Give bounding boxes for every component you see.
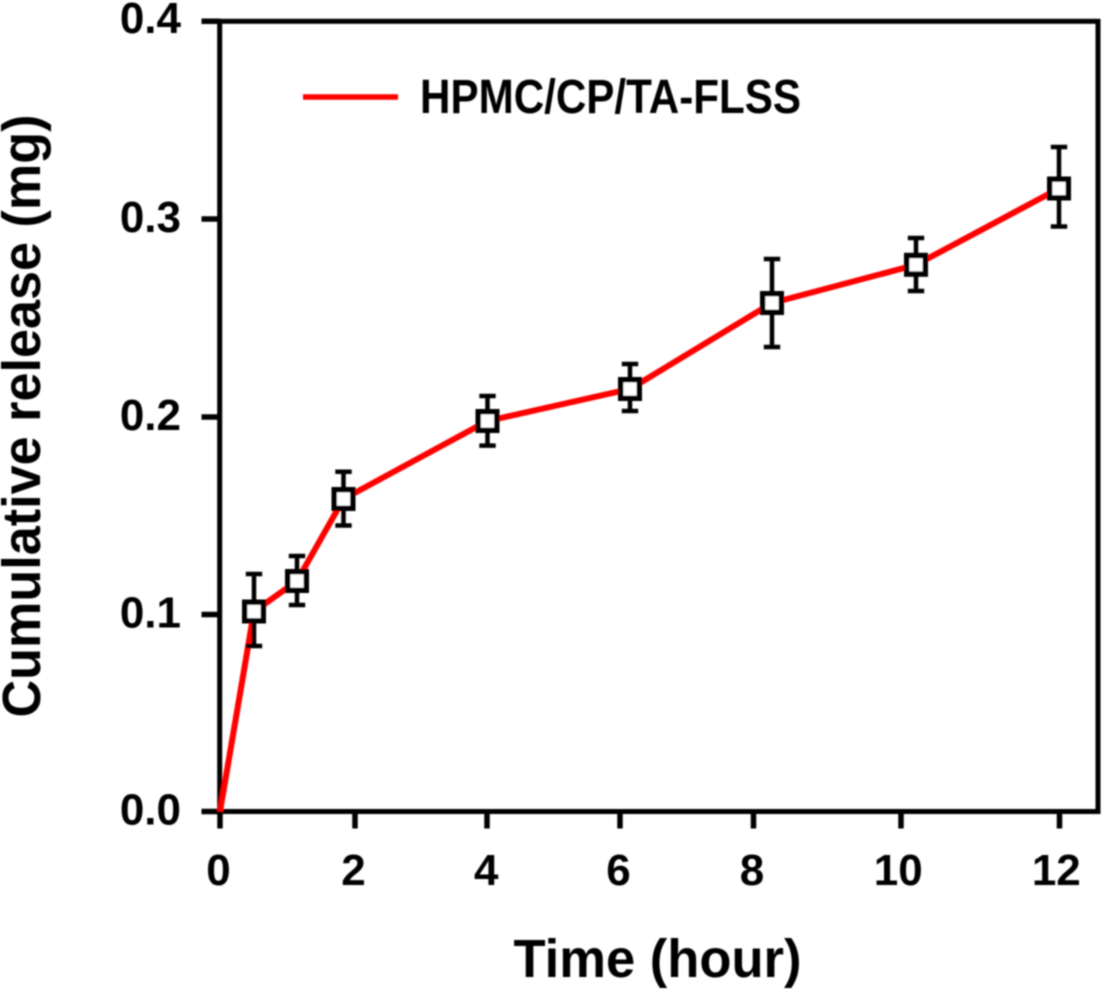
svg-text:0.0: 0.0 [120, 786, 181, 835]
svg-text:8: 8 [740, 846, 764, 895]
svg-text:0.4: 0.4 [120, 0, 182, 43]
svg-text:0.1: 0.1 [120, 589, 181, 638]
svg-text:4: 4 [474, 846, 499, 895]
svg-text:0.3: 0.3 [120, 193, 181, 242]
svg-text:2: 2 [341, 846, 365, 895]
svg-text:6: 6 [606, 846, 630, 895]
svg-text:12: 12 [1032, 846, 1081, 895]
svg-text:Time (hour): Time (hour) [514, 929, 802, 989]
svg-text:0: 0 [206, 846, 230, 895]
svg-text:0.2: 0.2 [120, 391, 181, 440]
svg-text:Cumulative release (mg): Cumulative release (mg) [0, 115, 52, 718]
svg-text:HPMC/CP/TA-FLSS: HPMC/CP/TA-FLSS [420, 71, 801, 124]
svg-text:10: 10 [874, 846, 923, 895]
